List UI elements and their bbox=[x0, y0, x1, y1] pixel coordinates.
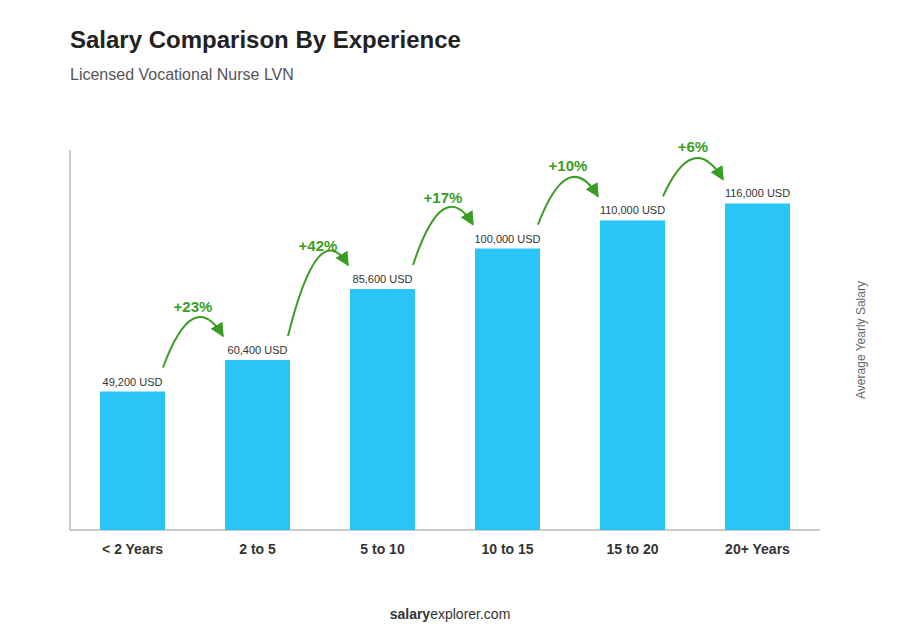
change-arrow bbox=[288, 250, 348, 336]
footer-part: salary bbox=[390, 606, 431, 622]
subtitle: Licensed Vocational Nurse LVN bbox=[70, 66, 294, 83]
x-tick-label: 20+ Years bbox=[725, 541, 790, 557]
bar bbox=[350, 289, 415, 530]
title: Salary Comparison By Experience bbox=[70, 26, 461, 53]
change-arrow bbox=[163, 317, 223, 368]
x-axis-line bbox=[70, 530, 820, 531]
change-arrow bbox=[413, 207, 473, 265]
change-label: +17% bbox=[424, 189, 463, 206]
bars bbox=[100, 203, 790, 530]
bar bbox=[225, 360, 290, 530]
footer: salaryexplorer.com bbox=[390, 606, 511, 622]
x-tick-label: < 2 Years bbox=[102, 541, 163, 557]
x-tick-label: 10 to 15 bbox=[481, 541, 533, 557]
value-label: 100,000 USD bbox=[474, 233, 540, 245]
change-arrow bbox=[538, 177, 598, 225]
change-label: +10% bbox=[549, 157, 588, 174]
x-tick-label: 15 to 20 bbox=[606, 541, 658, 557]
change-arrow bbox=[663, 158, 723, 196]
change-label: +23% bbox=[174, 298, 213, 315]
change-label: +42% bbox=[299, 237, 338, 254]
value-label: 116,000 USD bbox=[725, 187, 790, 199]
bar bbox=[475, 249, 540, 530]
bar bbox=[600, 220, 665, 530]
bar bbox=[725, 203, 790, 530]
bar bbox=[100, 392, 165, 530]
chart: Salary Comparison By Experience Licensed … bbox=[0, 0, 900, 641]
value-label: 110,000 USD bbox=[600, 204, 665, 216]
value-label: 60,400 USD bbox=[228, 344, 288, 356]
footer-part: explorer.com bbox=[430, 606, 510, 622]
y-axis-label: Average Yearly Salary bbox=[854, 281, 868, 399]
change-label: +6% bbox=[678, 138, 708, 155]
value-label: 85,600 USD bbox=[353, 273, 413, 285]
value-label: 49,200 USD bbox=[103, 376, 163, 388]
x-tick-label: 2 to 5 bbox=[239, 541, 276, 557]
y-axis-line bbox=[70, 150, 71, 530]
x-tick-label: 5 to 10 bbox=[360, 541, 405, 557]
